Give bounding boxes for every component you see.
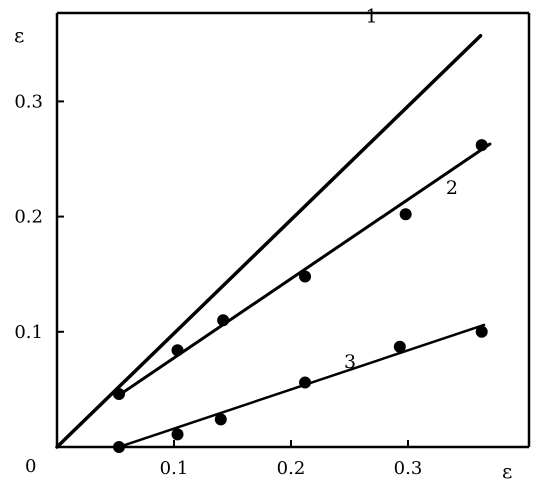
series-2: 2 (113, 139, 492, 401)
x-tick-label: 0.2 (277, 458, 306, 479)
series-label: 1 (366, 6, 378, 28)
data-point (113, 388, 126, 401)
data-point (399, 208, 412, 221)
ticks: 0.1 0.2 0.3 0.1 0.2 0.3 (14, 91, 422, 479)
y-tick-label: 0.1 (14, 322, 43, 343)
data-point (113, 441, 126, 453)
data-point (171, 428, 184, 441)
series-line (117, 142, 492, 397)
data-point (171, 344, 184, 357)
data-point (299, 270, 312, 283)
series-layer: 1 2 3 (55, 6, 492, 453)
axes (55, 11, 531, 449)
data-point (393, 340, 406, 353)
origin-label: 0 (25, 456, 36, 477)
data-point (299, 376, 312, 389)
x-tick-label: 0.1 (160, 458, 189, 479)
data-point (217, 314, 230, 327)
data-point (475, 139, 488, 152)
data-point (475, 325, 488, 338)
y-axis-label: ε (14, 23, 24, 47)
x-axis-label: ε (502, 459, 512, 483)
x-tick-label: 0.3 (394, 458, 423, 479)
series-1: 1 (55, 6, 483, 449)
series-label: 2 (446, 177, 458, 199)
series-line (55, 33, 483, 449)
y-tick-label: 0.3 (14, 91, 43, 112)
series-3: 3 (113, 323, 488, 453)
data-point (214, 413, 227, 426)
y-tick-label: 0.2 (14, 207, 43, 228)
series-label: 3 (344, 351, 356, 373)
